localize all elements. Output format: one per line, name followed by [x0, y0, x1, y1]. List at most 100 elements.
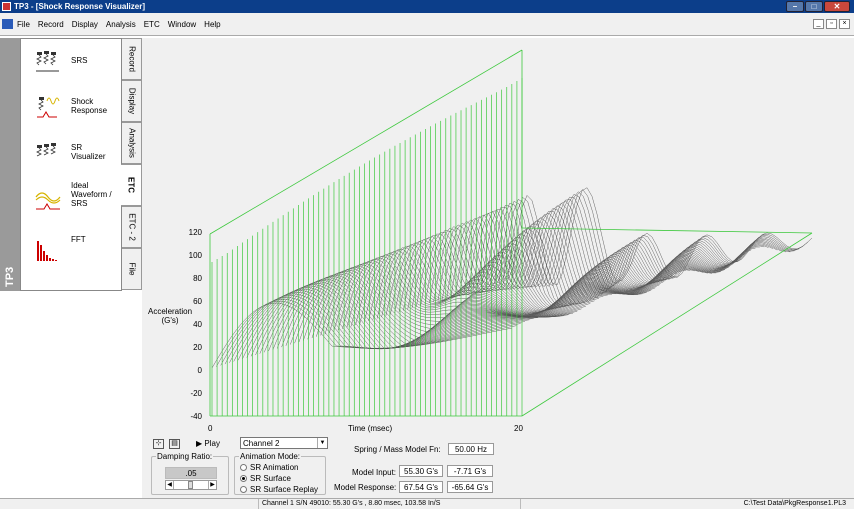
surface-curve — [381, 245, 682, 318]
scroll-left-icon[interactable]: ◀ — [166, 481, 174, 489]
surface-curve — [359, 253, 660, 324]
axes — [209, 49, 813, 417]
tool-panel: SRS Shock Response SR Visualizer Ideal W… — [20, 38, 122, 291]
y-tick: 0 — [197, 366, 202, 375]
surface-curve — [455, 217, 756, 304]
maximize-button[interactable]: □ — [805, 1, 823, 12]
tab-display[interactable]: Display — [122, 80, 142, 122]
tab-etc-2[interactable]: ETC - 2 — [122, 206, 142, 248]
radio-circle — [240, 464, 247, 471]
surface-curve — [324, 264, 626, 335]
surface-curve — [507, 189, 808, 287]
surface-curve — [355, 254, 656, 326]
surface-curve — [442, 222, 743, 306]
model-input-min: -7.71 G's — [447, 465, 493, 477]
fn-label: Spring / Mass Model Fn: — [354, 445, 441, 454]
surface-curve — [433, 226, 734, 307]
close-button[interactable]: ✕ — [824, 1, 850, 12]
menu-record[interactable]: Record — [37, 20, 64, 29]
graph-toggle-icon[interactable]: ⊹ — [153, 439, 164, 449]
play-button[interactable]: ▶ Play — [196, 439, 220, 448]
status-right: C:\Test Data\PkgResponse1.PL3 — [743, 500, 846, 507]
surface-curve — [498, 194, 800, 288]
surface-curve — [511, 187, 813, 286]
surface-curve — [394, 240, 695, 314]
y-tick: 120 — [188, 228, 202, 237]
damping-slider[interactable]: ◀ ▶ — [165, 480, 217, 490]
chevron-down-icon: ▼ — [317, 438, 327, 448]
print-icon[interactable]: ▤ — [169, 439, 180, 449]
nav-item-ideal-waveform[interactable]: Ideal Waveform / SRS — [27, 181, 119, 225]
damping-caption: Damping Ratio: — [156, 452, 214, 461]
tab-record[interactable]: Record — [122, 38, 142, 80]
minimize-button[interactable]: – — [786, 1, 804, 12]
nav-item-fft[interactable]: FFT — [27, 231, 119, 275]
x-axis-label: Time (msec) — [348, 424, 393, 433]
radio-sr-surface-replay[interactable]: SR Surface Replay — [240, 485, 318, 494]
surface-curve — [320, 265, 621, 336]
surface-curve — [468, 211, 769, 303]
surface-curve — [259, 284, 560, 354]
nav-label-srs: SRS — [71, 56, 88, 65]
surface-curve — [303, 271, 604, 341]
sr-surface-chart — [209, 49, 813, 417]
channel-select[interactable]: Channel 2 ▼ — [240, 437, 328, 449]
menu-file[interactable]: File — [17, 20, 30, 29]
menu-help[interactable]: Help — [204, 20, 221, 29]
tab-analysis[interactable]: Analysis — [122, 122, 142, 164]
ideal-waveform-icon — [35, 192, 61, 210]
mdi-close-button[interactable]: × — [839, 19, 850, 29]
menu-display[interactable]: Display — [71, 20, 98, 29]
mdi-minimize-button[interactable]: _ — [813, 19, 824, 29]
window-title: TP3 - [Shock Response Visualizer] — [14, 2, 146, 11]
mdi-restore-button[interactable]: ▫ — [826, 19, 837, 29]
model-input-max: 55.30 G's — [399, 465, 443, 477]
title-bar: TP3 - [Shock Response Visualizer] – □ ✕ — [0, 0, 854, 13]
y-tick: 80 — [193, 274, 202, 283]
model-input-label: Model Input: — [352, 468, 397, 477]
surface-curve — [472, 208, 774, 301]
control-panel: ⊹ ▤ ▶ Play Channel 2 ▼ Damping Ratio: .05… — [142, 435, 854, 498]
surface-curve — [290, 274, 591, 345]
surface-curve — [424, 230, 726, 308]
y-tick: 100 — [188, 251, 202, 260]
nav-label-sr-visualizer: SR Visualizer — [71, 143, 106, 161]
radio-circle — [240, 486, 247, 493]
radio-sr-animation[interactable]: SR Animation — [240, 463, 298, 472]
radio-sr-surface[interactable]: SR Surface — [240, 474, 291, 483]
model-response-max: 67.54 G's — [399, 481, 443, 493]
y-axis-label: Acceleration (G's) — [148, 307, 193, 325]
y-tick: 60 — [193, 297, 202, 306]
nav-item-srs[interactable]: SRS — [27, 43, 119, 87]
y-tick: -40 — [190, 412, 202, 421]
y-tick: -20 — [190, 389, 202, 398]
surface-curve — [459, 215, 760, 304]
input-pulse-bars — [211, 78, 523, 416]
menu-analysis[interactable]: Analysis — [105, 20, 136, 29]
shock-response-icon — [37, 97, 60, 118]
surface-curve — [350, 256, 652, 327]
nav-label-ideal-waveform: Ideal Waveform / SRS — [71, 181, 112, 208]
nav-label-shock-response: Shock Response — [71, 97, 108, 115]
animation-mode-group: Animation Mode: SR Animation SR Surface … — [234, 452, 326, 495]
surface-curve — [390, 242, 691, 315]
surface-curve — [450, 219, 752, 305]
nav-item-sr-visualizer[interactable]: SR Visualizer — [27, 135, 119, 179]
damping-group: Damping Ratio: .05 ◀ ▶ — [151, 452, 229, 495]
menu-bar: File Record Display Analysis ETC Window … — [0, 13, 854, 36]
y-tick: 40 — [193, 320, 202, 329]
brand-bar: TP3 — [0, 38, 20, 291]
plot-area: Acceleration (G's) Time (msec) 120 100 8… — [142, 38, 854, 435]
menu-window[interactable]: Window — [167, 20, 197, 29]
radio-circle-selected — [240, 475, 247, 482]
sr-visualizer-icon — [36, 143, 56, 157]
nav-item-shock-response[interactable]: Shock Response — [27, 89, 119, 133]
scroll-right-icon[interactable]: ▶ — [208, 481, 216, 489]
surface-curve — [490, 199, 791, 292]
surface-curve — [503, 191, 804, 287]
menu-etc[interactable]: ETC — [143, 20, 160, 29]
slider-thumb[interactable] — [188, 481, 193, 489]
tab-etc[interactable]: ETC — [121, 164, 142, 206]
surface-wireframe — [211, 187, 813, 369]
tab-file[interactable]: File — [122, 248, 142, 290]
